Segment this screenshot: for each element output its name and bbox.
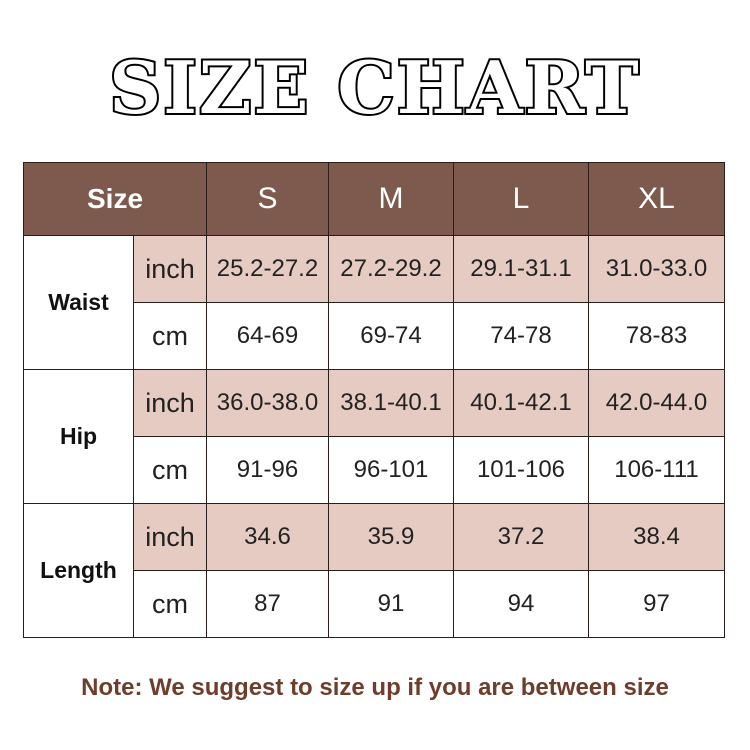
size-value-cell: 97 — [588, 570, 725, 638]
size-value-cell: 74-78 — [453, 302, 589, 370]
size-value-cell: 31.0-33.0 — [588, 235, 725, 303]
sizing-note: Note: We suggest to size up if you are b… — [81, 674, 669, 701]
size-l-header: L — [453, 162, 589, 236]
size-value-cell: 27.2-29.2 — [328, 235, 454, 303]
size-value-cell: 34.6 — [206, 503, 329, 571]
size-value-cell: 38.4 — [588, 503, 725, 571]
table-row: cm 91-96 96-101 101-106 106-111 — [24, 436, 725, 504]
page-title: SIZE CHART — [107, 43, 641, 132]
size-header: Size — [23, 162, 207, 236]
header-row: Size S M L XL — [23, 162, 725, 236]
size-xl-header: XL — [588, 162, 725, 236]
unit-label: cm — [133, 302, 207, 370]
size-value-cell: 25.2-27.2 — [206, 235, 329, 303]
size-s-header: S — [206, 162, 329, 236]
table-row: Hip inch 36.0-38.0 38.1-40.1 40.1-42.1 42.0-4… — [23, 369, 725, 504]
measurement-label: Length — [23, 503, 134, 638]
size-m-header: M — [328, 162, 454, 236]
size-chart-table: Size S M L XL Waist inch 25.2-27.2 27.2-29.… — [23, 162, 725, 638]
unit-label: inch — [133, 503, 207, 571]
size-value-cell: 38.1-40.1 — [328, 369, 454, 437]
unit-label: inch — [133, 369, 207, 437]
measurement-label: Waist — [23, 235, 134, 370]
size-value-cell: 78-83 — [588, 302, 725, 370]
table-row: Waist inch 25.2-27.2 27.2-29.2 29.1-31.1 31.0… — [23, 235, 725, 370]
size-value-cell: 69-74 — [328, 302, 454, 370]
unit-label: cm — [133, 436, 207, 504]
size-value-cell: 91-96 — [206, 436, 329, 504]
size-value-cell: 35.9 — [328, 503, 454, 571]
size-value-cell: 106-111 — [588, 436, 725, 504]
measurement-label: Hip — [23, 369, 134, 504]
size-value-cell: 101-106 — [453, 436, 589, 504]
size-value-cell: 94 — [453, 570, 589, 638]
size-value-cell: 87 — [206, 570, 329, 638]
unit-label: cm — [133, 570, 207, 638]
size-value-cell: 91 — [328, 570, 454, 638]
size-value-cell: 36.0-38.0 — [206, 369, 329, 437]
size-value-cell: 64-69 — [206, 302, 329, 370]
unit-label: inch — [133, 235, 207, 303]
table-row: cm 87 91 94 97 — [24, 570, 725, 638]
size-value-cell: 29.1-31.1 — [453, 235, 589, 303]
table-row: Length inch 34.6 35.9 37.2 38.4 — [23, 503, 725, 638]
size-value-cell: 96-101 — [328, 436, 454, 504]
size-value-cell: 42.0-44.0 — [588, 369, 725, 437]
size-value-cell: 40.1-42.1 — [453, 369, 589, 437]
size-value-cell: 37.2 — [453, 503, 589, 571]
